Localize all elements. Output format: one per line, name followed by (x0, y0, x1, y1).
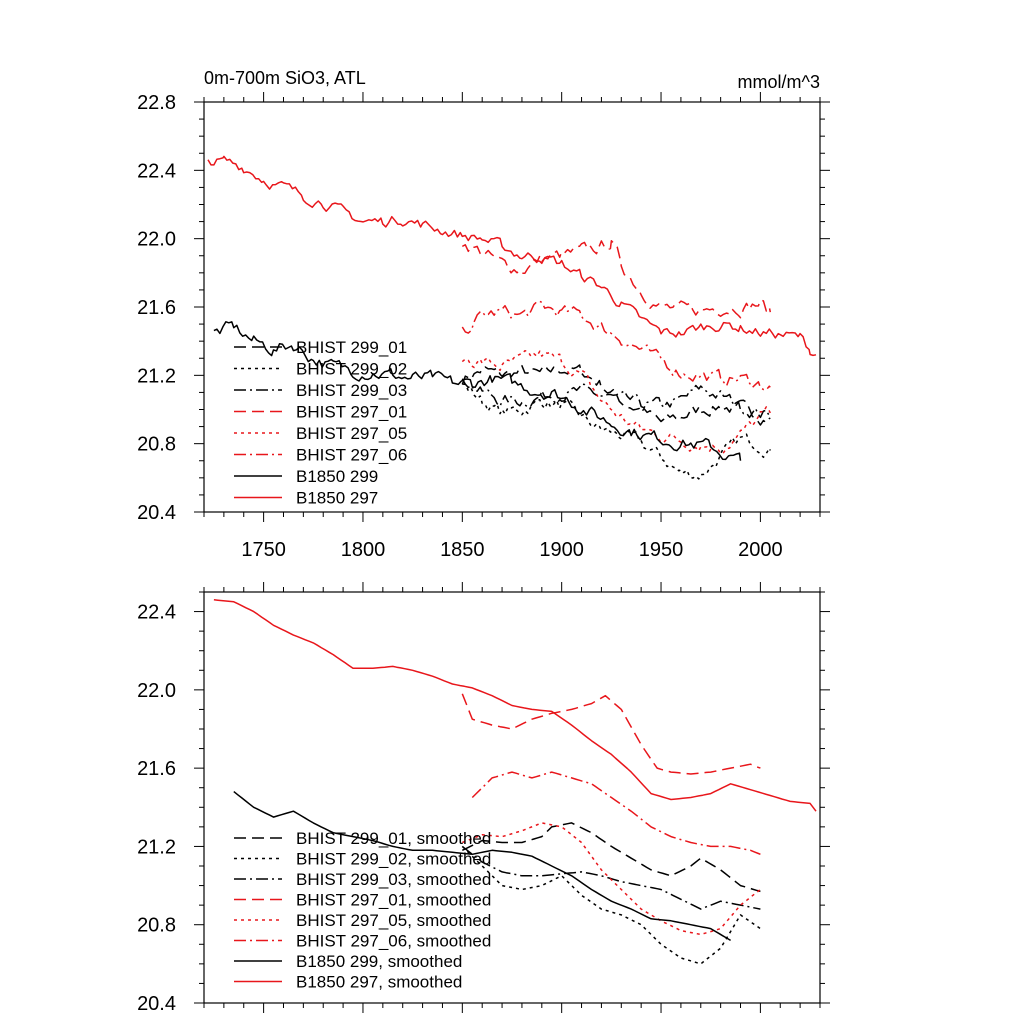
bottom-series-lines (213, 599, 817, 965)
y-tick-label: 22.0 (137, 229, 176, 251)
chart-title: 0m-700m SiO3, ATL (204, 68, 366, 88)
y-tick-label: 20.4 (137, 993, 176, 1015)
series-line-7 (213, 321, 742, 461)
legend-label: B1850 299 (296, 467, 378, 486)
series-line-6 (461, 300, 771, 391)
series-line-1 (461, 822, 761, 893)
legend-label: B1850 297 (296, 489, 378, 508)
legend-label: BHIST 297_06 (296, 446, 407, 465)
series-line-8 (213, 599, 817, 812)
plot-frame (203, 591, 821, 1004)
y-tick-label: 22.0 (137, 680, 176, 702)
y-tick-label: 22.4 (137, 160, 176, 182)
bottom-axes: 20.4 20.8 21.2 21.6 22.0 22.4 (137, 582, 830, 1015)
series-line-2 (462, 383, 771, 480)
x-tick-label: 2000 (738, 539, 783, 561)
series-line-8 (207, 155, 817, 357)
top-legend: BHIST 299_01 BHIST 299_02 BHIST 299_03 BHIS… (234, 338, 407, 508)
x-tick-label: 1800 (341, 539, 386, 561)
x-tick-label: 1900 (539, 539, 584, 561)
bottom-legend: BHIST 299_01, smoothed BHIST 299_02, smoo… (234, 829, 491, 992)
series-line-6 (471, 771, 761, 855)
legend-label: BHIST 297_05, smoothed (296, 911, 491, 930)
series-line-5 (462, 822, 761, 936)
x-tick-label: 1750 (241, 539, 286, 561)
series-line-3 (461, 845, 761, 910)
series-line-5 (461, 349, 771, 455)
y-tick-label: 21.2 (137, 365, 176, 387)
legend-label: BHIST 299_03, smoothed (296, 870, 491, 889)
legend-label: BHIST 299_03 (296, 381, 407, 400)
legend-label: BHIST 297_01, smoothed (296, 891, 491, 910)
y-tick-label: 22.8 (137, 92, 176, 114)
x-tick-label: 1950 (639, 539, 684, 561)
legend-label: BHIST 297_05 (296, 424, 407, 443)
series-line-7 (233, 791, 731, 942)
legend-label: BHIST 297_06, smoothed (296, 932, 491, 951)
legend-label: BHIST 299_02, smoothed (296, 850, 491, 869)
legend-label: BHIST 299_02 (296, 360, 407, 379)
legend-label: BHIST 299_01 (296, 338, 407, 357)
y-tick-label: 20.4 (137, 502, 176, 524)
y-tick-label: 20.8 (137, 434, 176, 456)
x-tick-label: 1850 (440, 539, 485, 561)
legend-label: B1850 299, smoothed (296, 952, 462, 971)
series-line-4 (461, 693, 761, 775)
legend-label: BHIST 299_01, smoothed (296, 829, 491, 848)
series-line-3 (461, 378, 771, 419)
series-line-2 (461, 845, 761, 965)
top-axes: 20.4 20.8 21.2 21.6 22.0 22.4 22.8 1750 1800 1850… (137, 92, 830, 561)
y-tick-label: 20.8 (137, 915, 176, 937)
series-line-4 (461, 239, 772, 319)
series-line-1 (461, 364, 771, 426)
y-tick-label: 22.4 (137, 602, 176, 624)
units-label: mmol/m^3 (738, 72, 820, 92)
y-tick-label: 21.2 (137, 836, 176, 858)
panel-bottom: 20.4 20.8 21.2 21.6 22.0 22.4 BHIST 299_01, s… (137, 582, 830, 1015)
y-tick-label: 21.6 (137, 758, 176, 780)
y-tick-label: 21.6 (137, 297, 176, 319)
legend-label: B1850 297, smoothed (296, 973, 462, 992)
top-series-lines (207, 155, 817, 480)
panel-top: 0m-700m SiO3, ATL mmol/m^3 20.420.821.22… (137, 68, 830, 561)
legend-label: BHIST 297_01 (296, 403, 407, 422)
